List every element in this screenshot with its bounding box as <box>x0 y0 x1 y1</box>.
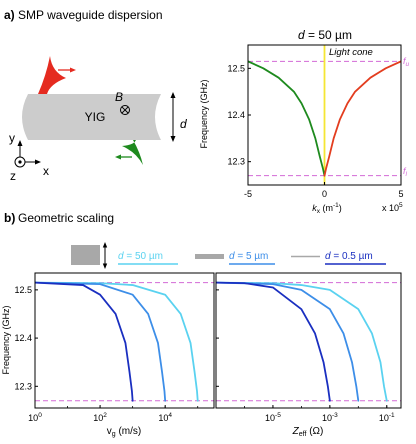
impedance-plot: 10-5 10-3 10-1 Zeff (Ω) <box>215 272 402 438</box>
group-velocity-x-label: vg (m/s) <box>107 426 141 438</box>
impedance-series-2 <box>216 281 331 402</box>
group-velocity-ytick-label: 12.5 <box>14 285 32 295</box>
f-lower-label: fl <box>403 166 408 178</box>
legend: d = 50 µm d = 5 µm d = 0.5 µm <box>71 242 386 269</box>
dispersion-xtick-label: 0 <box>322 189 327 199</box>
group-velocity-frame <box>34 272 215 409</box>
group-velocity-y-label: Frequency (GHz) <box>1 305 11 374</box>
axis-x-label: x <box>43 164 49 178</box>
b-field-into-page-icon <box>120 105 130 115</box>
top-surface-mode <box>38 56 66 94</box>
dispersion-series-0 <box>248 60 326 177</box>
b-field-label: B <box>115 90 123 104</box>
legend-swatch-50um <box>71 245 100 265</box>
impedance-x-label: Zeff (Ω) <box>292 426 324 438</box>
axis-z-label: z <box>10 169 16 183</box>
impedance-series-0 <box>216 281 388 402</box>
legend-label-5um: d = 5 µm <box>229 251 268 262</box>
group-velocity-series-1 <box>35 281 167 402</box>
dispersion-ytick-label: 12.3 <box>227 157 245 167</box>
coordinate-axes-icon <box>14 140 41 168</box>
light-cone-label: Light cone <box>329 47 373 58</box>
bottom-mode-arrow-icon <box>115 154 132 160</box>
yig-label: YIG <box>85 110 106 124</box>
axis-y-label: y <box>9 131 15 145</box>
bottom-surface-mode <box>122 140 143 165</box>
dispersion-title: d = 50 µm <box>298 28 352 42</box>
thickness-label: d <box>180 117 187 131</box>
dispersion-y-label: Frequency (GHz) <box>199 79 209 148</box>
legend-label-50um: d = 50 µm <box>118 251 163 262</box>
group-velocity-series-2 <box>35 281 134 402</box>
panel-a-letter: a) <box>4 8 15 22</box>
panel-b-letter: b) <box>4 211 15 225</box>
impedance-xtick-label: 10-5 <box>265 412 281 423</box>
group-velocity-xtick-label: 102 <box>93 412 107 423</box>
dispersion-series-1 <box>323 60 401 177</box>
group-velocity-xtick-label: 100 <box>28 412 42 423</box>
panel-a-title: SMP waveguide dispersion <box>18 8 163 22</box>
impedance-frame <box>215 272 402 409</box>
f-upper-label: fu <box>403 56 410 68</box>
group-velocity-series-0 <box>35 281 199 402</box>
legend-label-0.5um: d = 0.5 µm <box>325 251 373 262</box>
group-velocity-ytick-label: 12.3 <box>14 381 32 391</box>
dispersion-plot: d = 50 µm Light cone 12.3 12.4 12.5 -5 0 5 Fr… <box>199 28 410 215</box>
group-velocity-xtick-label: 104 <box>158 412 172 423</box>
legend-thickness-arrow-icon <box>102 242 108 269</box>
impedance-xtick-label: 10-1 <box>379 412 395 423</box>
panel-b-title: Geometric scaling <box>18 211 114 225</box>
dispersion-xtick-label: -5 <box>244 189 252 199</box>
waveguide-schematic: YIG B d y x <box>9 56 187 183</box>
dispersion-ytick-label: 12.4 <box>227 110 245 120</box>
group-velocity-plot: 12.3 12.4 12.5 100 102 104 Frequency (GHz) vg… <box>1 272 215 438</box>
top-mode-arrow-icon <box>58 67 76 73</box>
thickness-arrow-icon <box>170 92 176 142</box>
impedance-xtick-label: 10-3 <box>322 412 338 423</box>
dispersion-ytick-label: 12.5 <box>227 63 245 73</box>
x-multiplier-label: x 105 <box>382 202 403 213</box>
dispersion-xtick-label: 5 <box>398 189 403 199</box>
dispersion-x-label: kx (m-1) <box>312 202 342 215</box>
group-velocity-ytick-label: 12.4 <box>14 333 32 343</box>
legend-swatch-5um <box>195 254 224 259</box>
impedance-series-1 <box>216 281 360 402</box>
